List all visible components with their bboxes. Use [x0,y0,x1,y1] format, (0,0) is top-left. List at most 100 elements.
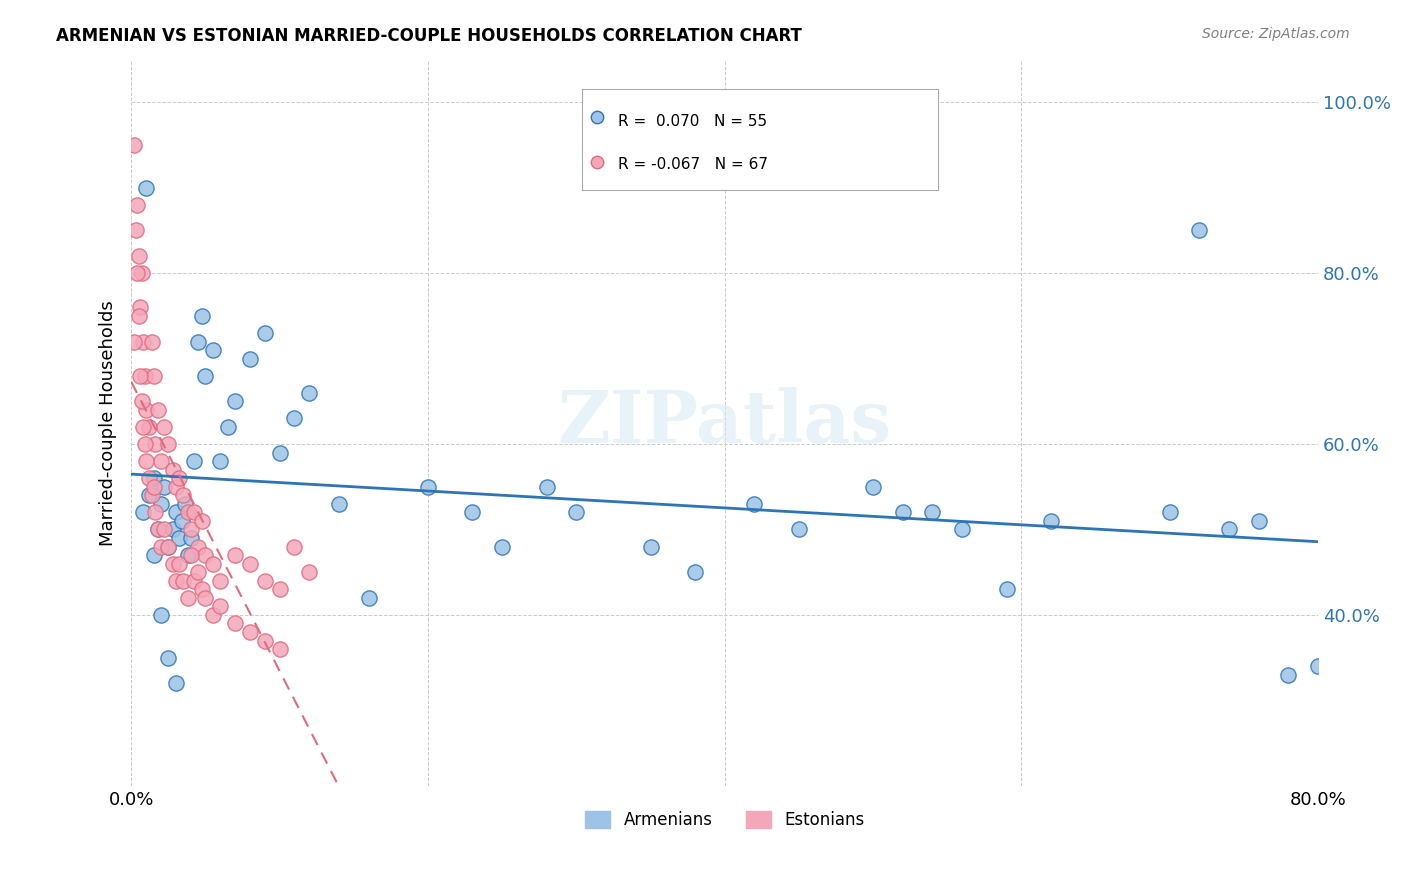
Point [995,582,1018,597]
Point [201,343,224,357]
Point [176,591,198,605]
Point [142,471,165,485]
Point [209,454,232,468]
Point [194,368,217,383]
Point [180,548,202,562]
Point [180,531,202,545]
Point [149,607,172,622]
Point [157,540,180,554]
Point [891,505,914,519]
Point [187,334,209,349]
Point [135,180,157,194]
Text: Source: ZipAtlas.com: Source: ZipAtlas.com [1202,27,1350,41]
Point [683,565,706,579]
Point [141,334,163,349]
Point [146,523,169,537]
Point [239,351,262,366]
Point [209,599,232,614]
Point [162,557,184,571]
Point [153,523,176,537]
Point [1277,667,1299,681]
Point [1247,514,1270,528]
Point [187,540,209,554]
Point [183,505,205,519]
Point [187,565,209,579]
Point [862,480,884,494]
Point [127,266,149,280]
Point [122,138,145,153]
Point [201,557,224,571]
Point [143,437,166,451]
Point [921,505,943,519]
Point [357,591,380,605]
Point [1159,505,1181,519]
Point [416,480,439,494]
Point [149,454,172,468]
Point [165,480,187,494]
Point [135,403,157,417]
Legend: Armenians, Estonians: Armenians, Estonians [578,804,870,836]
Point [165,574,187,588]
Point [328,497,350,511]
Point [253,326,276,340]
Point [217,420,239,434]
Point [138,420,160,434]
Point [142,548,165,562]
Point [491,540,513,554]
Point [153,480,176,494]
Point [253,574,276,588]
Point [146,403,169,417]
Point [176,505,198,519]
Point [167,531,190,545]
Point [122,334,145,349]
Point [1218,523,1240,537]
Point [183,454,205,468]
Point [640,540,662,554]
Point [176,548,198,562]
Point [142,368,165,383]
Point [142,480,165,494]
Point [173,497,195,511]
Point [536,480,558,494]
Point [132,420,155,434]
Point [162,523,184,537]
Point [194,548,217,562]
Point [135,454,157,468]
Point [170,514,193,528]
Point [128,309,150,323]
Point [172,488,194,502]
Point [157,437,180,451]
Point [165,505,187,519]
Point [298,565,321,579]
Point [180,523,202,537]
Point [565,505,588,519]
Y-axis label: Married-couple Households: Married-couple Households [100,300,117,546]
Point [162,463,184,477]
Point [172,574,194,588]
Point [149,540,172,554]
Point [129,368,152,383]
Point [149,497,172,511]
Point [138,471,160,485]
Point [1188,223,1211,237]
Point [950,523,973,537]
Point [134,368,156,383]
Point [183,574,205,588]
Point [127,198,149,212]
Point [141,488,163,502]
Text: ZIPatlas: ZIPatlas [558,387,891,458]
Point [209,574,232,588]
Point [167,471,190,485]
Point [269,445,291,459]
Point [134,437,156,451]
Point [239,625,262,640]
Point [128,249,150,263]
Point [143,505,166,519]
Point [191,582,214,597]
Point [167,557,190,571]
Point [224,548,246,562]
Point [165,676,187,690]
Point [201,607,224,622]
Point [132,505,155,519]
Point [224,616,246,631]
